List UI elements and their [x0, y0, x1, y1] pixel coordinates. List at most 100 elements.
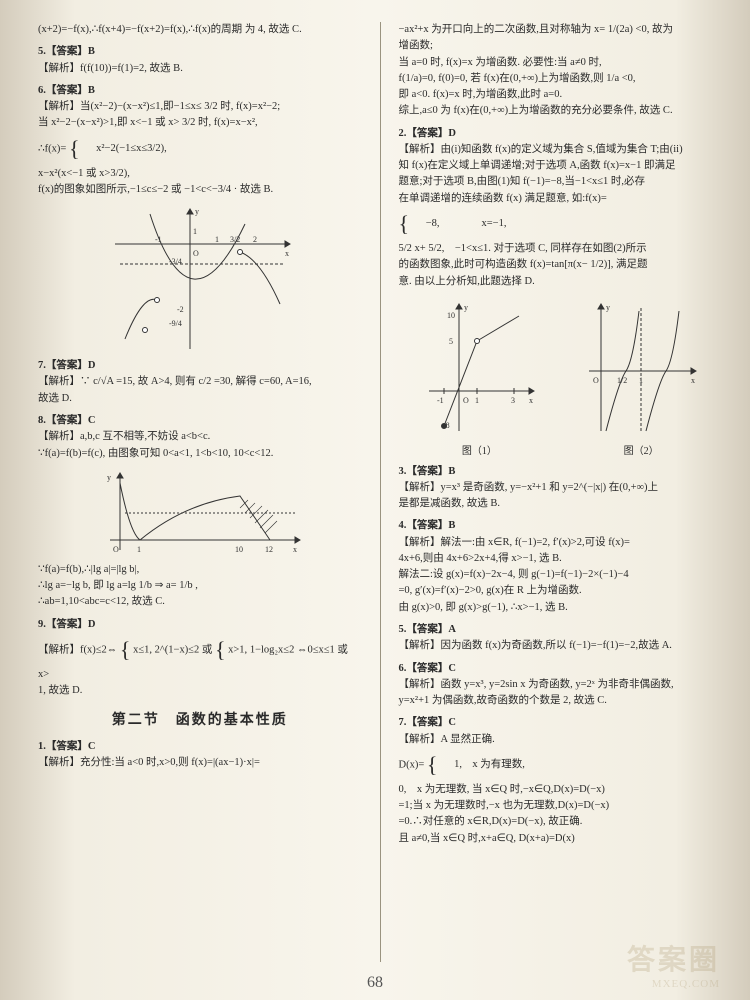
svg-text:2: 2	[253, 235, 257, 244]
svg-text:10: 10	[447, 311, 455, 320]
svg-text:O: O	[593, 376, 599, 385]
q9-body: 【解析】f(x)≤2⇔ { x≤1, 2^(1−x)≤2 或 { x>1, 1−…	[38, 633, 362, 683]
q6-l3: f(x)的图象如图所示,−1≤c≤−2 或 −1<c<−3/4 · 故选 B.	[38, 182, 362, 198]
q7-l1: 【解析】∵ c/√A =15, 故 A>4, 则有 c/2 =30, 解得 c=…	[38, 374, 362, 390]
r7-p2: 0, x 为无理数,	[399, 784, 470, 795]
r2: 2.【答案】D 【解析】由(i)知函数 f(x)的定义域为集合 S,值域为集合 …	[399, 126, 723, 290]
svg-text:-2: -2	[177, 305, 184, 314]
q9-l1: 【解析】f(x)≤2⇔	[38, 644, 117, 655]
r-t4: f(1/a)=0, f(0)=0, 若 f(x)在(0,+∞)上为增函数,则 1…	[399, 71, 723, 87]
r7-piece: D(x)= { 1, x 为有理数, 0, x 为无理数, 当 x∈Q 时,−x…	[399, 748, 723, 798]
svg-text:5: 5	[449, 337, 453, 346]
q8-l2: ∵f(a)=f(b)=f(c), 由图象可知 0<a<1, 1<b<10, 10…	[38, 446, 362, 462]
svg-text:y: y	[606, 303, 610, 312]
q5-exp: 【解析】f(f(10))=f(1)=2, 故选 B.	[38, 61, 362, 77]
q9-or: 或	[202, 644, 213, 655]
r3: 3.【答案】B 【解析】y=x³ 是奇函数, y=−x²+1 和 y=2^(−|…	[399, 464, 723, 513]
svg-text:x: x	[285, 249, 289, 258]
r7-dx: D(x)=	[399, 759, 425, 770]
r-t3: 当 a=0 时, f(x)=x 为增函数. 必要性:当 a≠0 时,	[399, 55, 723, 71]
q5-ans: 5.【答案】B	[38, 44, 362, 60]
q6: 6.【答案】B 【解析】当(x²−2)−(x−x²)≤1,即−1≤x≤ 3/2 …	[38, 83, 362, 198]
q6-piecewise: ∴f(x)= { x²−2(−1≤x≤3/2), x−x²(x<−1 或 x>3…	[38, 132, 362, 182]
q7: 7.【答案】D 【解析】∵ c/√A =15, 故 A>4, 则有 c/2 =3…	[38, 358, 362, 407]
q6-ans: 6.【答案】B	[38, 83, 362, 99]
svg-text:y: y	[107, 473, 111, 482]
q6-l2: 当 x²−2−(x−x²)>1,即 x<−1 或 x> 3/2 时, f(x)=…	[38, 115, 362, 131]
r7-l2: 当 x∈Q 时,−x∈Q,D(x)=D(−x)	[472, 784, 605, 795]
svg-text:1: 1	[193, 227, 197, 236]
r4-l2: 4x+6,则由 4x+6>2x+4,得 x>−1, 选 B.	[399, 551, 723, 567]
svg-text:-9/4: -9/4	[169, 319, 182, 328]
svg-text:3: 3	[511, 396, 515, 405]
r2-l1: 【解析】由(i)知函数 f(x)的定义域为集合 S,值域为集合 T;由(ii)	[399, 142, 723, 158]
q9-ans: 9.【答案】D	[38, 617, 362, 633]
svg-text:-1: -1	[155, 235, 162, 244]
svg-text:1: 1	[215, 235, 219, 244]
svg-text:10: 10	[235, 545, 243, 554]
q4-l1: (x+2)=−f(x),∴f(x+4)=−f(x+2)=f(x),∴f(x)的周…	[38, 24, 242, 35]
r6: 6.【答案】C 【解析】函数 y=x³, y=2sin x 为奇函数, y=2ˣ…	[399, 661, 723, 710]
svg-text:O: O	[193, 249, 199, 258]
r7-l5: 且 a≠0,当 x∈Q 时,x+a∈Q, D(x+a)=D(x)	[399, 831, 723, 847]
brace-icon: {	[69, 136, 80, 161]
q6-p2: x−x²(x<−1 或 x>3/2),	[38, 168, 130, 179]
r3-ans: 3.【答案】B	[399, 464, 723, 480]
q8-l1: 【解析】a,b,c 互不相等,不妨设 a<b<c.	[38, 429, 362, 445]
q8-l3: ∵f(a)=f(b),∴|lg a|=|lg b|,	[38, 562, 362, 578]
svg-text:x: x	[529, 396, 533, 405]
r2-p2: 5/2 x+ 5/2, −1<x≤1.	[399, 243, 491, 254]
r6-ans: 6.【答案】C	[399, 661, 723, 677]
watermark-sub: MXEQ.COM	[652, 978, 720, 990]
q9-l3: 1, 故选 D.	[38, 683, 362, 699]
brace-icon: {	[120, 637, 131, 662]
q8: 8.【答案】C 【解析】a,b,c 互不相等,不妨设 a<b<c. ∵f(a)=…	[38, 413, 362, 462]
s1-l1: 【解析】充分性:当 a<0 时,x>0,则 f(x)=|(ax−1)·x|=	[38, 755, 362, 771]
r6-l2: y=x²+1 为偶函数,故奇函数的个数是 2, 故选 C.	[399, 693, 723, 709]
figure-pair: -1 O 1 3 10 5 -8 x y 图（1）	[399, 296, 723, 460]
r5: 5.【答案】A 【解析】因为函数 f(x)为奇函数,所以 f(−1)=−f(1)…	[399, 622, 723, 655]
q8-l5: ∴ab=1,10<abc=c<12, 故选 C.	[38, 594, 362, 610]
r2-l7: 意. 由以上分析知,此题选择 D.	[399, 274, 723, 290]
q7-ans: 7.【答案】D	[38, 358, 362, 374]
q5: 5.【答案】B 【解析】f(f(10))=f(1)=2, 故选 B.	[38, 44, 362, 77]
section-title: 第二节 函数的基本性质	[38, 710, 362, 732]
r4-l1: 【解析】解法一:由 x∈R, f(−1)=2, f′(x)>2,可设 f(x)=	[399, 535, 723, 551]
svg-text:y: y	[195, 207, 199, 216]
svg-text:-3/4: -3/4	[169, 257, 182, 266]
figure-r1: -1O 13 105 -8 xy	[419, 296, 539, 436]
r-t2: 增函数;	[399, 38, 723, 54]
svg-text:1: 1	[639, 376, 643, 385]
r-t1: −ax²+x 为开口向上的二次函数,且对称轴为 x= 1/(2a) <0, 故为	[399, 22, 723, 38]
brace-icon: {	[399, 211, 410, 236]
figure-r2: O 1/2 1 x y	[581, 296, 701, 436]
s2-q1: 1.【答案】C 【解析】充分性:当 a<0 时,x>0,则 f(x)=|(ax−…	[38, 739, 362, 772]
r4-l5: 由 g(x)>0, 即 g(x)>g(−1), ∴x>−1, 选 B.	[399, 600, 723, 616]
fig2-caption: 图（2）	[581, 444, 701, 460]
r7-p1: 1, x 为有理数,	[454, 759, 525, 770]
q6-l1: 【解析】当(x²−2)−(x−x²)≤1,即−1≤x≤ 3/2 时, f(x)=…	[38, 99, 362, 115]
q4-l2: 为 4, 故选 C.	[245, 24, 302, 35]
q9-p4: 1−log₂x≤2	[250, 644, 295, 655]
r7-l4: =0.∴对任意的 x∈R,D(x)=D(−x), 故正确.	[399, 814, 723, 830]
svg-text:y: y	[464, 303, 468, 312]
svg-text:x: x	[691, 376, 695, 385]
r2-l3: 题意;对于选项 B,由图(1)知 f(−1)=−8,当−1<x≤1 时,必存	[399, 174, 723, 190]
q8-ans: 8.【答案】C	[38, 413, 362, 429]
q6-p1: x²−2(−1≤x≤3/2),	[96, 143, 167, 154]
svg-text:O: O	[113, 545, 119, 554]
column-divider	[380, 22, 381, 962]
q8-cont: ∵f(a)=f(b),∴|lg a|=|lg b|, ∴lg a=−lg b, …	[38, 562, 362, 611]
r4: 4.【答案】B 【解析】解法一:由 x∈R, f(−1)=2, f′(x)>2,…	[399, 518, 723, 616]
svg-text:-1: -1	[437, 396, 444, 405]
q9-p3: x>1,	[228, 644, 247, 655]
r4-ans: 4.【答案】B	[399, 518, 723, 534]
q8-l4: ∴lg a=−lg b, 即 lg a=lg 1/b ⇒ a= 1/b ,	[38, 578, 362, 594]
svg-text:3/2: 3/2	[230, 235, 240, 244]
svg-text:1: 1	[137, 545, 141, 554]
svg-text:1/2: 1/2	[617, 376, 627, 385]
q9: 9.【答案】D 【解析】f(x)≤2⇔ { x≤1, 2^(1−x)≤2 或 {…	[38, 617, 362, 700]
svg-text:1: 1	[475, 396, 479, 405]
fig1-caption: 图（1）	[419, 444, 539, 460]
svg-text:-8: -8	[443, 421, 450, 430]
